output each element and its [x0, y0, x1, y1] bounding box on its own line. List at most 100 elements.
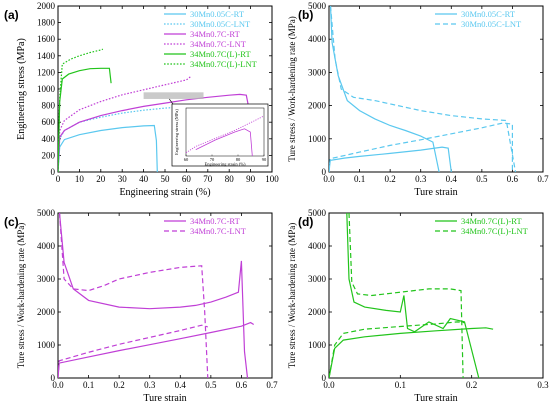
x-tick-label: 0.0: [52, 380, 64, 390]
stress-curve-34mn0-7c-rt: [58, 321, 255, 378]
panel-tag: (c): [4, 215, 19, 229]
y-tick-label: 200: [42, 150, 56, 160]
x-tick-label: 80: [225, 174, 235, 184]
x-tick-label: 0.1: [354, 174, 365, 184]
y-tick-label: 4000: [308, 241, 327, 251]
curves: [58, 213, 255, 378]
stress-curve-34mn0-7c-l-rt: [329, 327, 494, 378]
legend-label: 34Mn0.7C(L)-RT: [190, 49, 251, 59]
y-axis-label: Ture stress / Work-hardening rate (MPa): [287, 223, 297, 369]
x-tick-label: 0.5: [476, 174, 488, 184]
x-tick-label: 0.2: [114, 380, 125, 390]
legend-label: 30Mn0.05C-LNT: [190, 19, 251, 29]
x-axis-label: Engineering strain (%): [119, 187, 210, 198]
y-tick-label: 400: [42, 134, 56, 144]
x-tick-label: 100: [265, 174, 279, 184]
work-hardening-curve-34mn0-7c-lnt: [58, 213, 209, 378]
x-tick-label: 70: [203, 174, 213, 184]
panel-d: 0.0 0.1 0.2 0.3 0 1000 2000 3000 4000 5000 Ture st…: [287, 208, 549, 404]
y-tick-label: 0: [51, 167, 56, 177]
y-tick-label: 1400: [37, 51, 56, 61]
legend-label: 30Mn0.05C-LNT: [461, 19, 522, 29]
panel-tag: (b): [298, 8, 313, 22]
stress-curve-34mn0-7c-l-lnt: [329, 321, 465, 378]
series-line-34mn0-7c-l-lnt: [58, 48, 104, 172]
stress-curve-30mn0-05c-rt: [329, 146, 452, 172]
legend-label: 30Mn0.05C-RT: [461, 9, 516, 19]
y-tick-label: 4000: [37, 241, 56, 251]
y-tick-label: 1800: [37, 18, 56, 28]
y-tick-label: 0: [51, 373, 56, 383]
x-axis-label: Ture strain: [143, 393, 186, 404]
inset-x-tick-label: 70: [210, 157, 215, 162]
legend-label: 34Mn0.7C-LNT: [190, 39, 247, 49]
panel-tag: (d): [298, 215, 313, 229]
x-tick-label: 0.2: [385, 174, 396, 184]
legend-label: 34Mn0.7C-RT: [190, 29, 241, 39]
stress-curve-34mn0-7c-lnt: [58, 324, 208, 378]
x-tick-label: 0.0: [323, 380, 335, 390]
series-line-34mn0-7c-l-rt: [58, 67, 112, 172]
x-axis-label: Ture strain: [414, 393, 457, 404]
series-line-30mn0-05c-rt: [58, 124, 158, 172]
inset-curve-rt: [195, 128, 253, 157]
y-axis-label: Engineering stress (MPa): [16, 38, 27, 140]
curves: [329, 6, 517, 172]
curves: [58, 48, 250, 172]
inset-x-tick-label: 80: [236, 157, 241, 162]
legend-label: 34Mn0.7C(L)-RT: [461, 216, 522, 226]
x-tick-label: 20: [96, 174, 106, 184]
work-hardening-curve-30mn0-05c-lnt: [329, 6, 517, 172]
y-tick-label: 1200: [37, 67, 56, 77]
plot-frame: [57, 212, 273, 379]
x-tick-label: 0.3: [415, 174, 427, 184]
x-tick-label: 0.4: [446, 174, 458, 184]
x-tick-label: 50: [161, 174, 171, 184]
y-axis-label: Ture stress / Work-hardening rate (MPa): [287, 16, 297, 162]
legend-label: 34Mn0.7C-LNT: [190, 226, 247, 236]
y-tick-label: 1000: [37, 340, 56, 350]
legend-label: 34Mn0.7C(L)-LNT: [461, 226, 529, 236]
y-tick-label: 1000: [37, 84, 56, 94]
series-line-30mn0-05c-lnt: [58, 106, 181, 172]
y-tick-label: 3000: [37, 274, 56, 284]
inset: 60 70 80 90 Engineering strain (%) Engineerin…: [143, 92, 269, 167]
plot-frame: [328, 212, 544, 379]
x-tick-label: 0.1: [395, 380, 406, 390]
x-tick-label: 0.3: [144, 380, 156, 390]
work-hardening-curve-34mn0-7c-rt: [58, 213, 249, 378]
inset-curve-lnt: [185, 115, 265, 154]
x-tick-label: 0.6: [236, 380, 248, 390]
x-tick-label: 0.0: [323, 174, 335, 184]
x-tick-label: 0.1: [83, 380, 94, 390]
x-tick-label: 0.5: [205, 380, 217, 390]
x-tick-label: 0.3: [537, 380, 549, 390]
y-tick-label: 600: [42, 117, 56, 127]
x-tick-label: 60: [182, 174, 192, 184]
x-tick-label: 10: [75, 174, 85, 184]
plot-frame: [328, 5, 544, 173]
y-tick-label: 4000: [308, 34, 327, 44]
panel-tag: (a): [4, 8, 19, 22]
y-tick-label: 1000: [308, 134, 327, 144]
y-tick-label: 1600: [37, 34, 56, 44]
x-tick-label: 0: [56, 174, 61, 184]
inset-x-label: Engineering strain (%): [205, 162, 246, 167]
work-hardening-curve-34mn0-7c-l-rt: [346, 213, 480, 378]
x-tick-label: 30: [118, 174, 128, 184]
legend-label: 30Mn0.05C-RT: [190, 9, 245, 19]
x-tick-label: 0.4: [175, 380, 187, 390]
y-tick-label: 800: [42, 101, 56, 111]
inset-y-label: Engineering stress (MPa): [174, 109, 179, 155]
y-tick-label: 3000: [308, 274, 327, 284]
series-line-34mn0-7c-lnt: [58, 76, 192, 172]
x-tick-label: 0.7: [537, 174, 549, 184]
stress-curve-30mn0-05c-lnt: [329, 122, 513, 172]
y-tick-label: 5000: [37, 208, 56, 218]
panel-c: 0.0 0.1 0.2 0.3 0.4 0.5 0.6 0.7 0 1000 2000 3000 400…: [4, 208, 278, 404]
inset-x-tick-label: 90: [262, 157, 267, 162]
y-tick-label: 2000: [37, 307, 56, 317]
y-tick-label: 3000: [308, 67, 327, 77]
